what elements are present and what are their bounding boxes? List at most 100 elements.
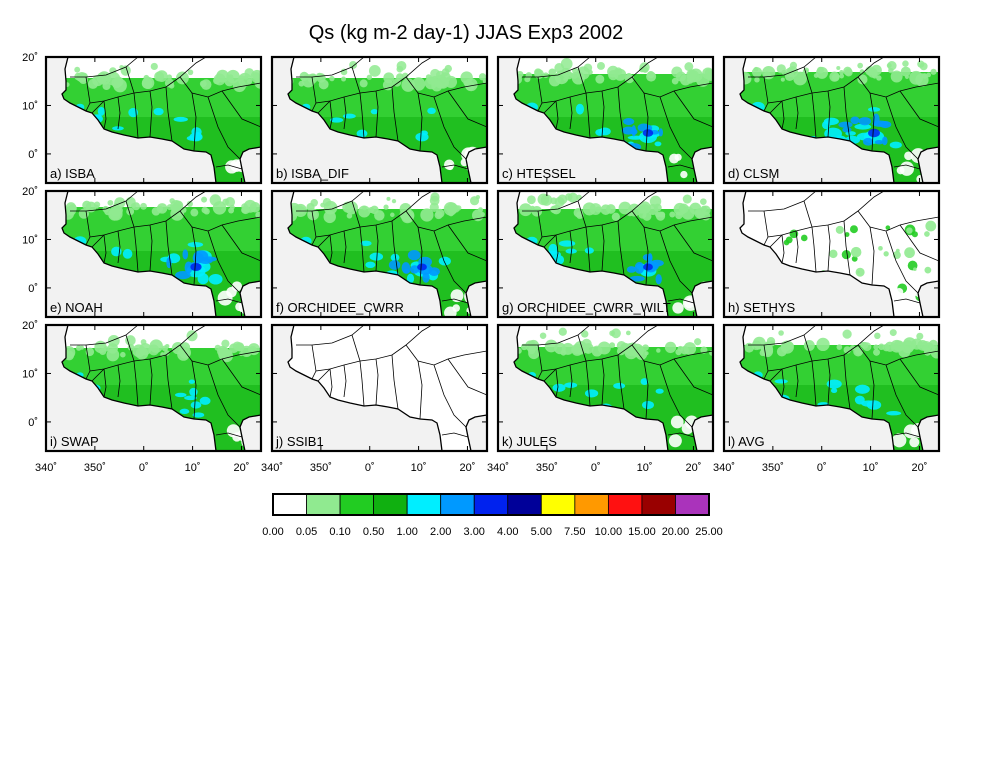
colorbar-swatch [306, 493, 341, 516]
colorbar-swatch [373, 493, 408, 516]
map-panel-k: k) JULES [496, 323, 715, 453]
lat-tick-label: 10˚ [22, 368, 38, 380]
colorbar-level-label: 15.00 [628, 526, 656, 538]
colorbar-level-label: 0.10 [329, 526, 350, 538]
colorbar-level-label: 2.00 [430, 526, 451, 538]
latitude-axis: 20˚ 10˚ 0˚ 20˚ 10˚ 0˚ 20˚ 10˚ 0˚ [22, 52, 38, 429]
lon-tick-label: 10˚ [863, 462, 879, 474]
panel-label: b) ISBA_DIF [276, 166, 349, 181]
country-borders [522, 57, 713, 170]
country-borders [70, 325, 261, 438]
figure-title: Qs (kg m-2 day-1) JJAS Exp3 2002 [309, 22, 624, 44]
colorbar-level-label: 4.00 [497, 526, 518, 538]
panel-label: i) SWAP [50, 434, 99, 449]
lat-tick-label: 20˚ [22, 186, 38, 198]
lon-tick-label: 0˚ [591, 462, 601, 474]
country-borders [296, 325, 487, 438]
lon-tick-label: 10˚ [185, 462, 201, 474]
colorbar-swatch [440, 493, 475, 516]
lon-tick-label: 10˚ [411, 462, 427, 474]
colorbar: 0.00 0.05 0.10 0.50 1.00 2.00 3.00 4.00 5.00 7.50… [262, 493, 723, 538]
country-borders [522, 325, 713, 438]
country-borders [70, 57, 261, 170]
panel-frame [496, 189, 715, 319]
panel-frame [270, 323, 489, 453]
lon-tick-label: 350˚ [536, 462, 558, 474]
map-panel-j: j) SSIB1 [270, 323, 489, 453]
lon-tick-label: 340˚ [35, 462, 57, 474]
country-borders [748, 57, 939, 170]
lon-tick-label: 340˚ [713, 462, 735, 474]
colorbar-swatch [272, 493, 307, 516]
colorbar-swatch [339, 493, 375, 516]
country-borders [748, 191, 939, 304]
panel-frame [496, 323, 715, 453]
colorbar-frame [272, 493, 710, 516]
panel-frame [722, 55, 941, 185]
panel-frame [44, 189, 263, 319]
colorbar-level-label: 5.00 [531, 526, 552, 538]
panel-label: e) NOAH [50, 300, 103, 315]
map-panel-l: l) AVG [722, 323, 941, 453]
lat-tick-label: 20˚ [22, 320, 38, 332]
lon-tick-label: 0˚ [365, 462, 375, 474]
lat-tick-label: 20˚ [22, 52, 38, 64]
map-panel-h: h) SETHYS [722, 189, 941, 319]
panel-label: g) ORCHIDEE_CWRR_WILT [502, 300, 671, 315]
lon-tick-label: 20˚ [686, 462, 702, 474]
panel-label: k) JULES [502, 434, 557, 449]
panel-frame [270, 55, 489, 185]
colorbar-level-label: 7.50 [564, 526, 585, 538]
panel-label: h) SETHYS [728, 300, 796, 315]
lat-tick-label: 0˚ [28, 149, 38, 161]
lat-tick-label: 0˚ [28, 283, 38, 295]
panel-label: l) AVG [728, 434, 765, 449]
lat-tick-label: 10˚ [22, 100, 38, 112]
colorbar-swatch [574, 493, 609, 516]
lon-tick-label: 0˚ [139, 462, 149, 474]
lon-tick-label: 350˚ [762, 462, 784, 474]
country-borders [522, 191, 713, 304]
country-borders [296, 191, 487, 304]
panel-frame [44, 55, 263, 185]
colorbar-swatch [641, 493, 676, 516]
colorbar-level-label: 3.00 [464, 526, 485, 538]
lon-tick-label: 0˚ [817, 462, 827, 474]
panel-frame [722, 189, 941, 319]
lon-tick-label: 350˚ [84, 462, 106, 474]
colorbar-swatch [540, 493, 576, 516]
colorbar-swatch [675, 493, 710, 516]
colorbar-level-label: 25.00 [695, 526, 723, 538]
colorbar-level-label: 0.00 [262, 526, 283, 538]
map-panel-a: a) ISBA [44, 55, 263, 185]
lat-tick-label: 10˚ [22, 234, 38, 246]
map-panel-f: f) ORCHIDEE_CWRR [270, 189, 489, 319]
colorbar-level-label: 10.00 [595, 526, 623, 538]
lon-tick-label: 340˚ [487, 462, 509, 474]
lon-tick-label: 10˚ [637, 462, 653, 474]
lon-tick-label: 20˚ [460, 462, 476, 474]
lat-tick-label: 0˚ [28, 417, 38, 429]
country-borders [70, 191, 261, 304]
map-panel-d: d) CLSM [722, 55, 941, 185]
map-panel-g: g) ORCHIDEE_CWRR_WILT [496, 189, 715, 319]
map-panel-i: i) SWAP [44, 323, 263, 453]
colorbar-level-label: 0.50 [363, 526, 384, 538]
panel-label: f) ORCHIDEE_CWRR [276, 300, 404, 315]
lon-tick-label: 20˚ [912, 462, 928, 474]
panel-frame [270, 189, 489, 319]
lon-tick-label: 340˚ [261, 462, 283, 474]
panel-label: j) SSIB1 [275, 434, 324, 449]
panel-frame [496, 55, 715, 185]
panel-label: a) ISBA [50, 166, 95, 181]
lon-tick-label: 20˚ [234, 462, 250, 474]
colorbar-level-label: 0.05 [296, 526, 317, 538]
panel-label: c) HTESSEL [502, 166, 576, 181]
panel-frame [722, 323, 941, 453]
colorbar-level-label: 20.00 [662, 526, 690, 538]
colorbar-level-label: 1.00 [396, 526, 417, 538]
panel-grid: a) ISBA b) ISBA_DIF c) HTESSEL d) CLSM e) NO… [44, 55, 941, 453]
country-borders [748, 325, 939, 438]
map-panel-e: e) NOAH [44, 189, 263, 319]
